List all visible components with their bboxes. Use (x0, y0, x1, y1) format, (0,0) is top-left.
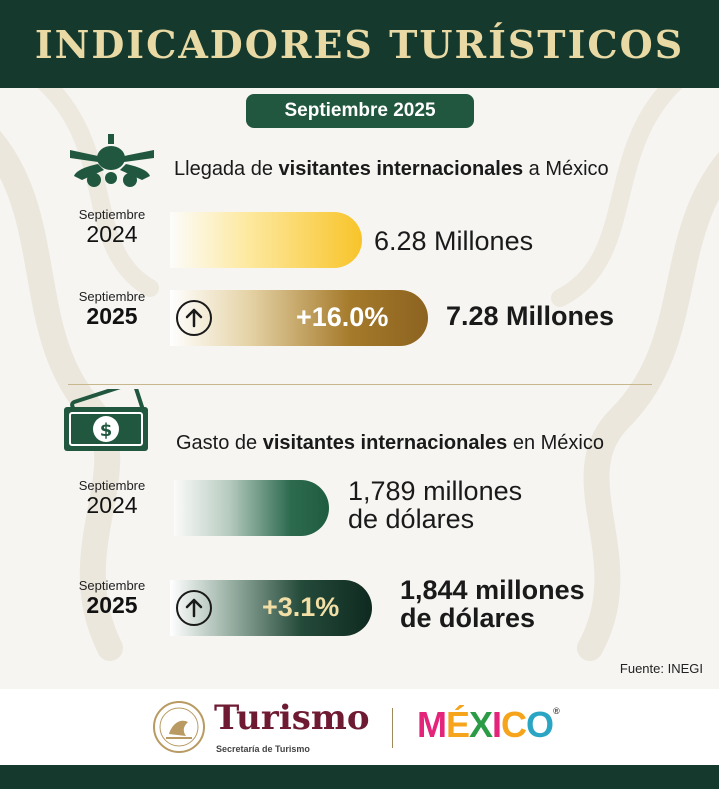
arrivals-title: Llegada de visitantes internacionales a … (174, 158, 609, 180)
mexico-letter: X (469, 704, 493, 745)
svg-text:$: $ (100, 420, 113, 441)
header: INDICADORES TURÍSTICOS (0, 0, 719, 88)
value-line: 1,844 millones (400, 575, 585, 605)
spending-2025-value: 1,844 millones de dólares (400, 576, 585, 633)
period-label: Septiembre 2024 (57, 207, 167, 246)
period-label: Septiembre 2025 (57, 578, 167, 617)
airplane-icon (70, 134, 154, 187)
period-year: 2024 (86, 492, 138, 518)
arrivals-2024-bar (170, 212, 362, 268)
spending-title: Gasto de visitantes internacionales en M… (176, 432, 604, 454)
period-year: 2025 (86, 592, 138, 618)
period-year: 2025 (86, 303, 138, 329)
turismo-logo: Turismo (214, 698, 370, 738)
spending-change: +3.1% (262, 592, 340, 622)
period-badge: Septiembre 2025 (246, 94, 474, 128)
mexico-letter: I (492, 704, 502, 745)
logo-separator (392, 708, 393, 748)
footer-bar (0, 765, 719, 789)
section-divider (68, 384, 652, 385)
mexico-letter: O (526, 704, 554, 745)
page-title: INDICADORES TURÍSTICOS (34, 21, 685, 67)
footer (0, 689, 719, 765)
period-month: Septiembre (78, 478, 146, 493)
period-label: Septiembre 2024 (57, 478, 167, 517)
source-note: Fuente: INEGI (619, 661, 703, 676)
mexico-logo: MÉXICO® (417, 704, 560, 745)
dollar-bill-icon: $ (64, 389, 148, 451)
value-line: de dólares (348, 504, 475, 535)
value-line: de dólares (400, 603, 536, 634)
period-month: Septiembre (78, 289, 146, 304)
turismo-subtitle: Secretaría de Turismo (216, 744, 310, 754)
spending-2024-bar (174, 480, 329, 536)
arrow-up-icon (176, 590, 212, 626)
mexico-letter: C (501, 704, 527, 745)
period-year: 2024 (86, 221, 138, 247)
mexico-letter: É (446, 704, 470, 745)
national-seal-icon (153, 701, 205, 753)
period-month: Septiembre (78, 578, 146, 593)
arrivals-change: +16.0% (296, 302, 389, 332)
period-label: Septiembre 2025 (57, 289, 167, 328)
arrivals-2024-value: 6.28 Millones (374, 226, 534, 256)
spending-2024-value: 1,789 millones de dólares (348, 477, 522, 534)
arrow-up-icon (176, 300, 212, 336)
arrivals-2025-value: 7.28 Millones (446, 301, 615, 331)
period-month: Septiembre (78, 207, 146, 222)
mexico-letter: M (417, 704, 447, 745)
arrivals-2025-bar (170, 290, 428, 346)
value-line: 1,789 millones (348, 476, 523, 506)
registered-mark: ® (553, 706, 560, 716)
